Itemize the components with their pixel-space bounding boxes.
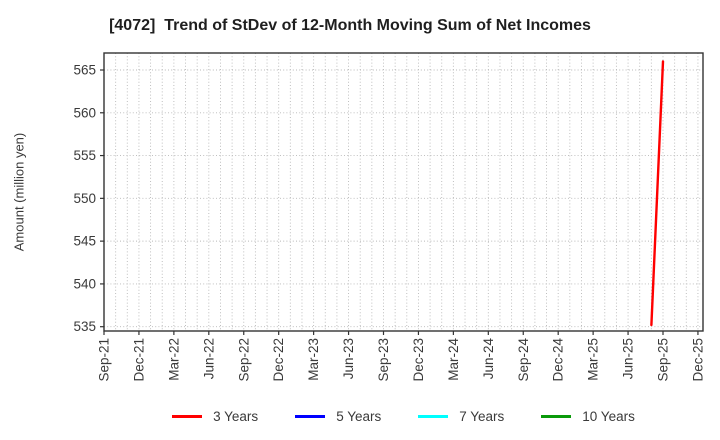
x-tick-label: Sep-24 bbox=[516, 338, 531, 382]
legend-swatch-5-years bbox=[295, 414, 326, 418]
y-tick-label: 560 bbox=[73, 105, 96, 120]
x-tick-label: Dec-24 bbox=[551, 338, 566, 382]
legend-label: 10 Years bbox=[582, 408, 635, 424]
x-tick-label: Mar-23 bbox=[306, 338, 321, 381]
legend-item-3-years: 3 Years bbox=[172, 409, 258, 424]
x-tick-label: Dec-22 bbox=[271, 338, 286, 382]
x-tick-label: Dec-23 bbox=[411, 338, 426, 382]
legend-swatch-10-years bbox=[541, 414, 572, 418]
y-tick-label: 550 bbox=[73, 191, 96, 206]
x-tick-label: Jun-22 bbox=[201, 338, 216, 379]
y-tick-label: 565 bbox=[73, 62, 96, 77]
legend-label: 5 Years bbox=[336, 408, 382, 424]
chart-title: [4072] Trend of StDev of 12-Month Moving… bbox=[109, 17, 591, 34]
x-tick-label: Jun-25 bbox=[621, 338, 636, 379]
legend-item-5-years: 5 Years bbox=[295, 409, 381, 424]
legend-item-7-years: 7 Years bbox=[418, 409, 504, 424]
x-tick-label: Mar-22 bbox=[166, 338, 181, 381]
y-tick-label: 535 bbox=[73, 319, 96, 334]
legend-swatch-7-years bbox=[418, 414, 449, 418]
x-tick-label: Sep-21 bbox=[97, 338, 112, 382]
x-tick-label: Jun-23 bbox=[341, 338, 356, 379]
x-tick-label: Sep-22 bbox=[236, 338, 251, 382]
x-tick-label: Sep-25 bbox=[656, 338, 671, 382]
x-tick-label: Mar-24 bbox=[446, 338, 461, 381]
y-tick-label: 540 bbox=[73, 276, 96, 291]
x-tick-label: Sep-23 bbox=[376, 338, 391, 382]
legend-item-10-years: 10 Years bbox=[541, 409, 635, 424]
legend-label: 3 Years bbox=[213, 408, 259, 424]
y-tick-label: 555 bbox=[73, 148, 96, 163]
y-tick-label: 545 bbox=[73, 234, 96, 249]
axes-frame bbox=[103, 52, 704, 332]
legend-swatch-3-years bbox=[172, 414, 203, 418]
x-tick-label: Dec-25 bbox=[690, 338, 705, 382]
series-line-3-years bbox=[650, 60, 665, 327]
x-tick-label: Mar-25 bbox=[586, 338, 601, 381]
legend-label: 7 Years bbox=[459, 408, 505, 424]
x-tick-label: Dec-21 bbox=[131, 338, 146, 382]
legend: 3 Years 5 Years 7 Years 10 Years bbox=[104, 403, 703, 429]
x-tick-label: Jun-24 bbox=[481, 338, 496, 380]
